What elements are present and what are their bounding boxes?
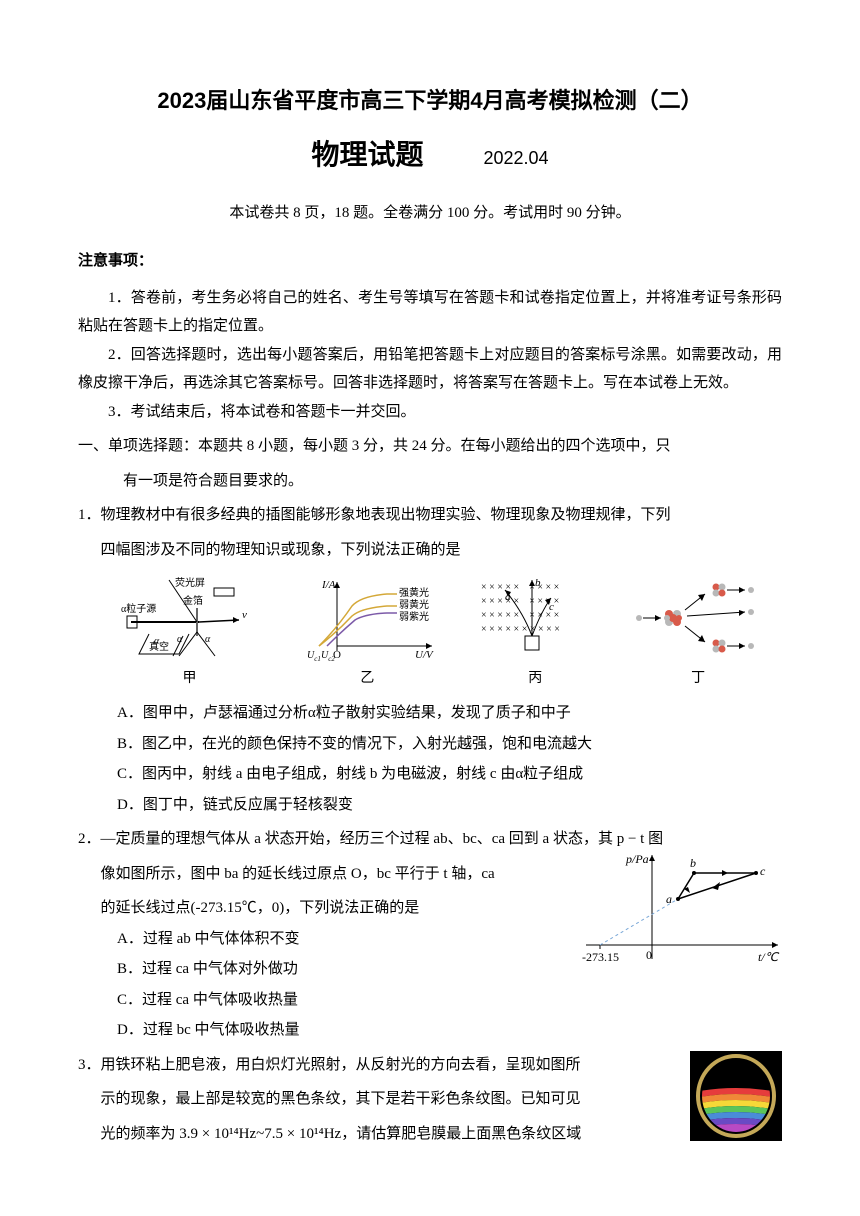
svg-text:b: b <box>690 856 696 870</box>
svg-text:a: a <box>505 591 511 603</box>
q3-stem: 3．用铁环粘上肥皂液，用白炽灯光照射，从反射光的方向去看，呈现如图所 <box>78 1051 782 1080</box>
svg-text:c: c <box>760 864 766 878</box>
fig-label-3: 丙 <box>528 666 542 693</box>
svg-text:-273.15: -273.15 <box>582 950 619 964</box>
svg-text:0: 0 <box>646 948 652 962</box>
main-title: 2023届山东省平度市高三下学期4月高考模拟检测（二） <box>78 80 782 122</box>
q2-option-b: B．过程 ca 中气体对外做功 <box>78 955 548 984</box>
q1-stem-cont: 四幅图涉及不同的物理知识或现象，下列说法正确的是 <box>78 536 782 565</box>
q3-stem-cont-1: 示的现象，最上部是较宽的黑色条纹，其下是若干彩色条纹图。已知可见 <box>78 1085 658 1114</box>
q2-pt-graph: p/Pa t/℃ 0 -273.15 a b c <box>582 849 782 969</box>
notice-title: 注意事项： <box>78 247 782 276</box>
q1-fig-4: 丁 <box>633 576 763 693</box>
fission-diagram <box>633 576 763 662</box>
alpha-scatter-diagram: v α粒子源 金箔 真空 荧光屏 α α α <box>119 576 259 662</box>
svg-text:Uc1: Uc1 <box>307 650 321 662</box>
svg-text:× × × × × × × × ×: × × × × × × × × × <box>481 582 559 593</box>
notice-item-2: 2．回答选择题时，选出每小题答案后，用铅笔把答题卡上对应题目的答案标号涂黑。如需… <box>78 341 782 398</box>
svg-text:I/A: I/A <box>321 579 336 591</box>
q1-figures: v α粒子源 金箔 真空 荧光屏 α α α 甲 I/A U/V O <box>78 576 782 693</box>
svg-text:t/℃: t/℃ <box>758 950 780 964</box>
q2-option-a: A．过程 ab 中气体体积不变 <box>78 925 548 954</box>
svg-text:强黄光: 强黄光 <box>399 586 429 599</box>
radiation-field-diagram: × × × × × × × × × × × × × × × × × × × × … <box>475 576 595 662</box>
svg-text:× × × × × × × × × ×: × × × × × × × × × × <box>481 624 560 635</box>
q1-option-a: A．图甲中，卢瑟福通过分析α粒子散射实验结果，发现了质子和中子 <box>78 699 782 728</box>
fig-label-1: 甲 <box>182 666 196 693</box>
svg-text:弱紫光: 弱紫光 <box>399 610 429 623</box>
q2-container: 2．—定质量的理想气体从 a 状态开始，经历三个过程 ab、bc、ca 回到 a… <box>78 825 782 1045</box>
fig-label-4: 丁 <box>691 666 705 693</box>
svg-text:a: a <box>666 892 672 906</box>
fig-label-2: 乙 <box>360 666 374 693</box>
svg-text:p/Pa: p/Pa <box>625 852 649 866</box>
q2-stem-cont-2: 的延长线过点(-273.15℃，0)，下列说法正确的是 <box>78 894 548 923</box>
notice-item-3: 3．考试结束后，将本试卷和答题卡一并交回。 <box>78 398 782 427</box>
svg-text:α: α <box>154 636 160 647</box>
svg-text:α: α <box>177 634 183 645</box>
svg-text:v: v <box>242 609 247 621</box>
subtitle: 物理试题 <box>311 128 423 181</box>
notice-item-1: 1．答卷前，考生务必将自己的姓名、考生号等填写在答题卡和试卷指定位置上，并将准考… <box>78 284 782 341</box>
exam-info: 本试卷共 8 页，18 题。全卷满分 100 分。考试用时 90 分钟。 <box>78 199 782 228</box>
svg-text:弱黄光: 弱黄光 <box>399 598 429 611</box>
q1-stem: 1．物理教材中有很多经典的插图能够形象地表现出物理实验、物理现象及物理规律，下列 <box>78 501 782 530</box>
svg-text:c: c <box>549 601 554 613</box>
svg-text:U/V: U/V <box>415 649 434 661</box>
q2-option-c: C．过程 ca 中气体吸收热量 <box>78 986 548 1015</box>
section-1-header: 一、单项选择题：本题共 8 小题，每小题 3 分，共 24 分。在每小题给出的四… <box>78 432 782 461</box>
svg-text:α: α <box>205 634 211 645</box>
q1-fig-3: × × × × × × × × × × × × × × × × × × × × … <box>475 576 595 693</box>
svg-text:b: b <box>535 577 541 589</box>
q1-option-c: C．图丙中，射线 a 由电子组成，射线 b 为电磁波，射线 c 由α粒子组成 <box>78 760 782 789</box>
title-row: 物理试题 2022.04 <box>78 128 782 181</box>
q1-option-d: D．图丁中，链式反应属于轻核裂变 <box>78 791 782 820</box>
q1-fig-2: I/A U/V O Uc1 Uc2 强黄光 弱黄光 弱紫光 乙 <box>297 576 437 693</box>
q2-option-d: D．过程 bc 中气体吸收热量 <box>78 1016 548 1045</box>
soap-film-image <box>690 1051 782 1141</box>
q3-stem-cont-2: 光的频率为 3.9 × 10¹⁴Hz~7.5 × 10¹⁴Hz，请估算肥皂膜最上… <box>78 1120 658 1149</box>
svg-text:α粒子源: α粒子源 <box>121 602 156 615</box>
exam-date: 2022.04 <box>483 141 548 175</box>
photoelectric-graph: I/A U/V O Uc1 Uc2 强黄光 弱黄光 弱紫光 <box>297 576 437 662</box>
svg-text:荧光屏: 荧光屏 <box>175 576 205 589</box>
q3-container: 3．用铁环粘上肥皂液，用白炽灯光照射，从反射光的方向去看，呈现如图所 示的现象，… <box>78 1051 782 1149</box>
q1-option-b: B．图乙中，在光的颜色保持不变的情况下，入射光越强，饱和电流越大 <box>78 730 782 759</box>
q2-stem-cont-1: 像如图所示，图中 ba 的延长线过原点 O，bc 平行于 t 轴，ca <box>78 860 548 889</box>
section-1-header-cont: 有一项是符合题目要求的。 <box>78 467 782 496</box>
q1-fig-1: v α粒子源 金箔 真空 荧光屏 α α α 甲 <box>119 576 259 693</box>
